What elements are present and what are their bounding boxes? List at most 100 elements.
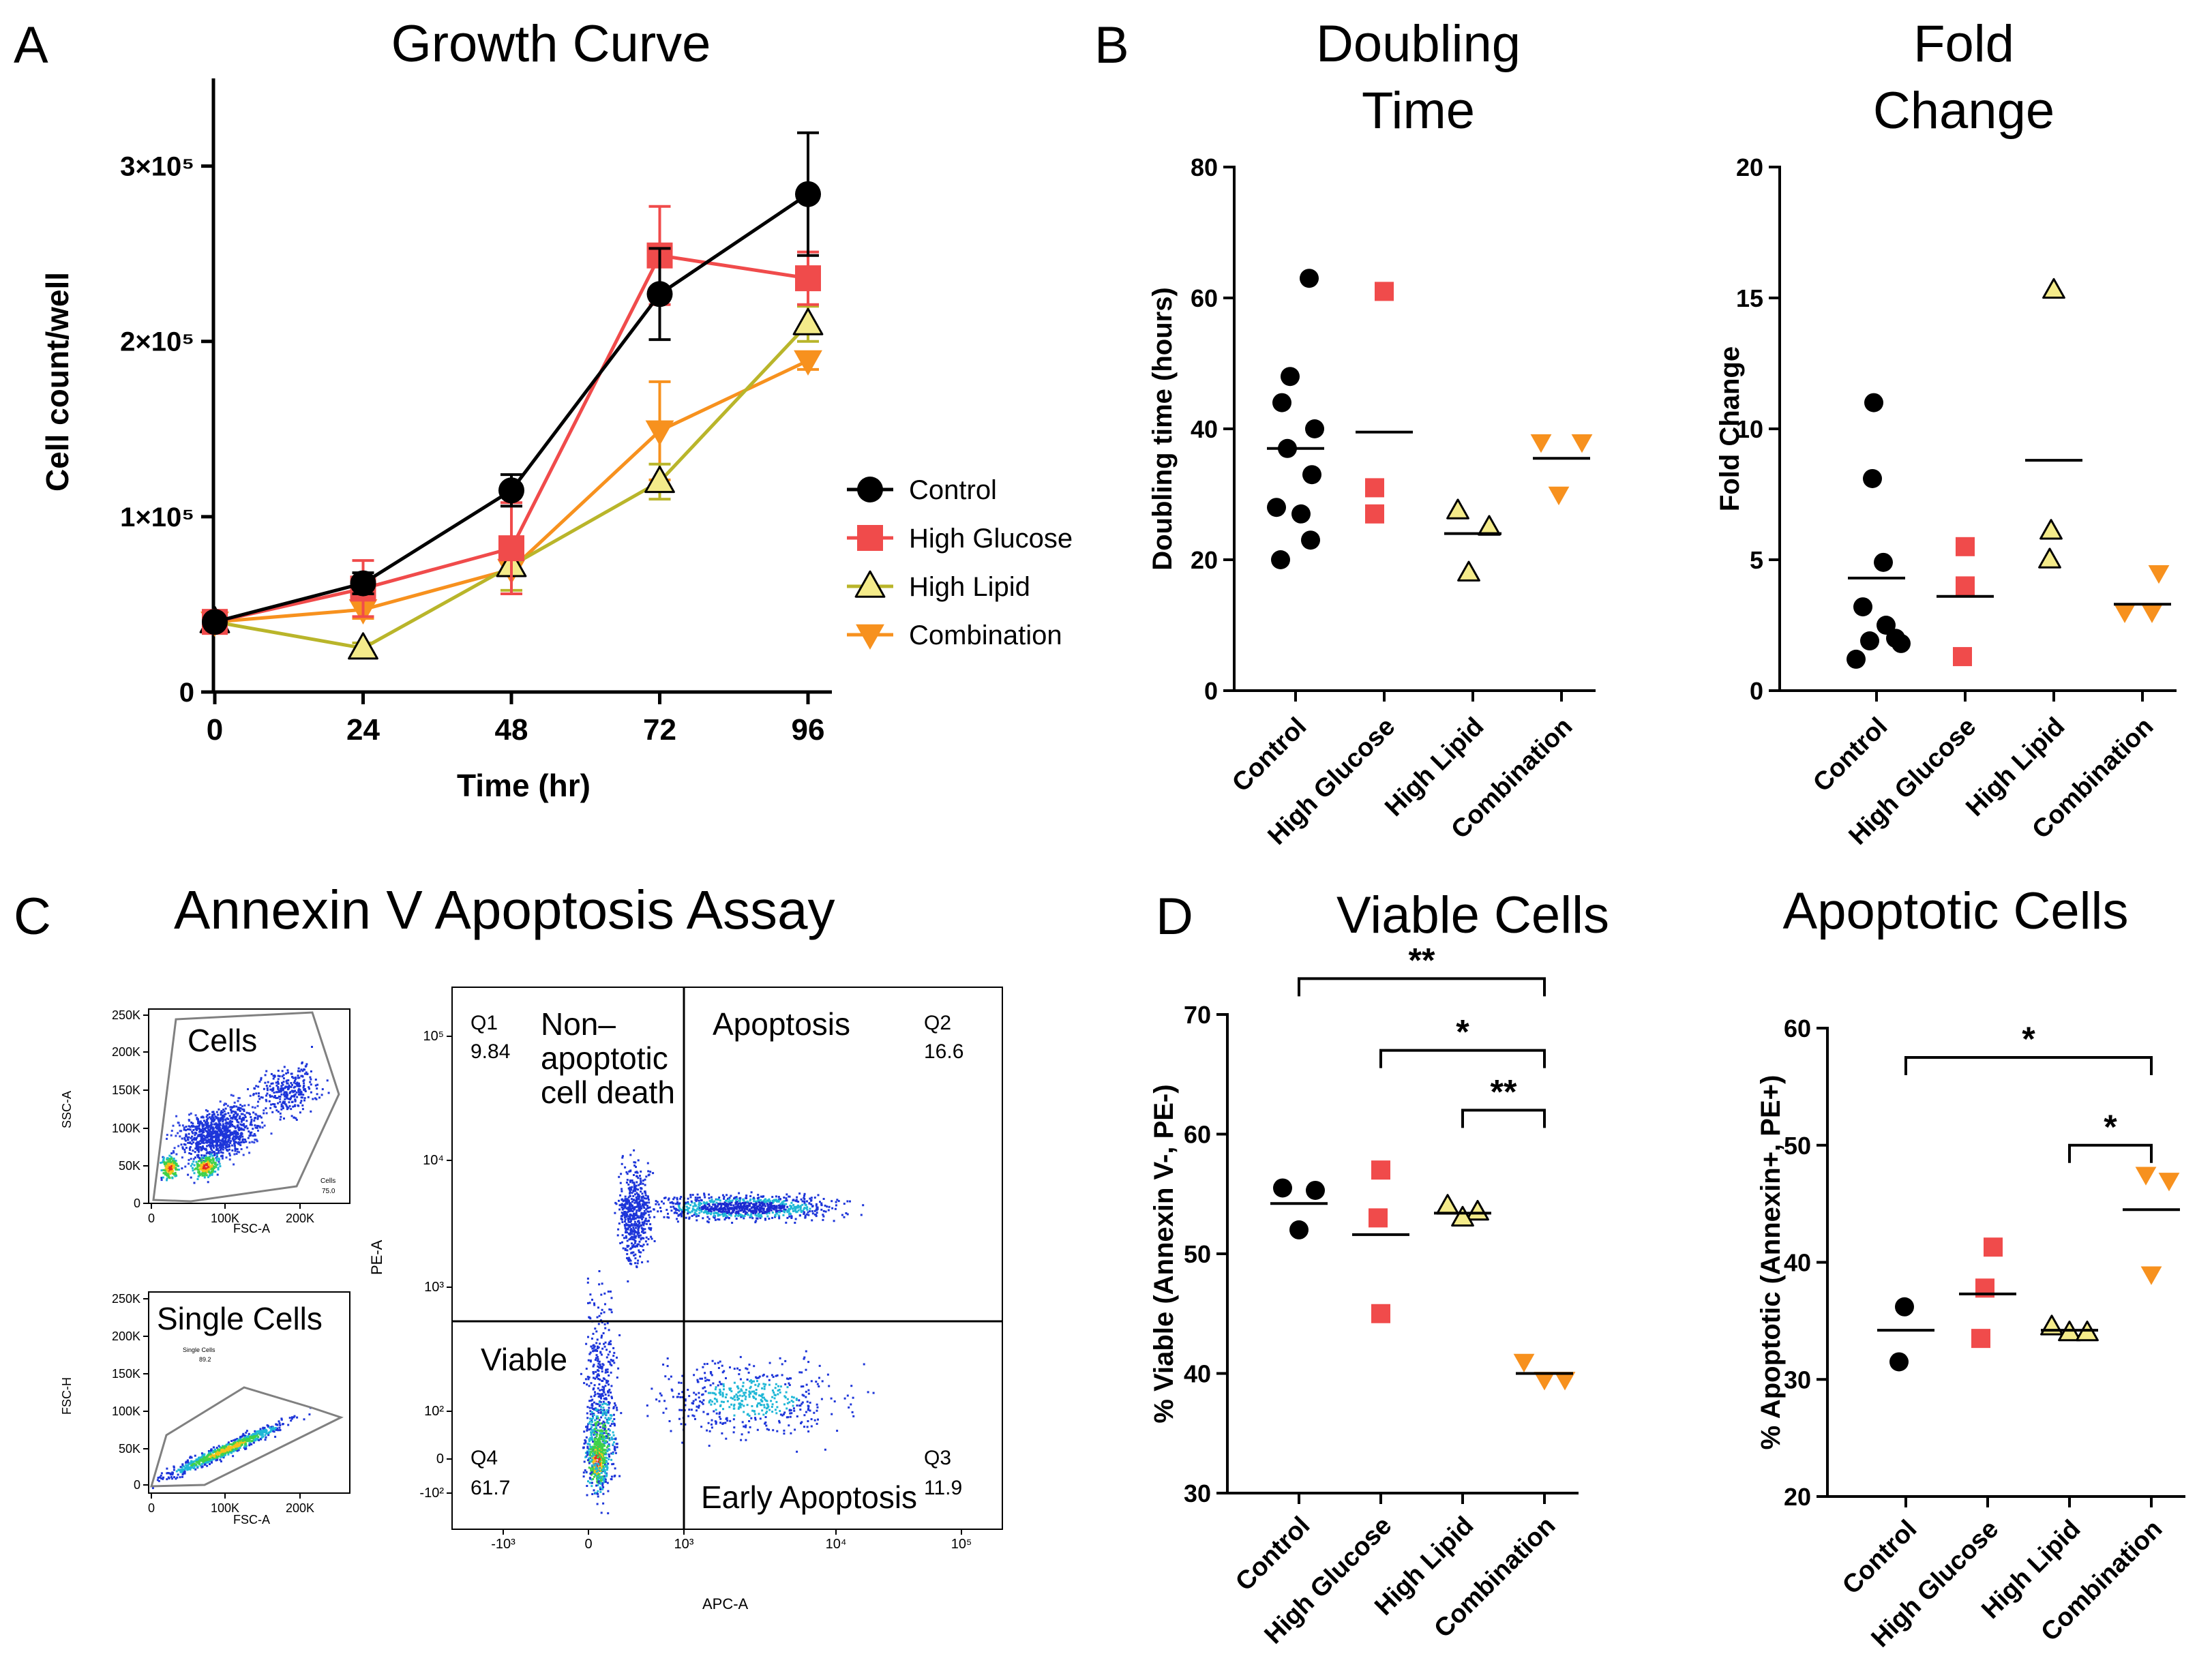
event-dot xyxy=(753,1200,756,1203)
event-dot xyxy=(735,1196,738,1199)
event-dot xyxy=(201,1173,204,1175)
event-dot xyxy=(312,1098,314,1100)
event-dot xyxy=(173,1469,175,1471)
event-dot xyxy=(226,1128,229,1131)
event-dot xyxy=(211,1163,213,1166)
event-dot xyxy=(633,1218,636,1220)
event-dot xyxy=(795,1200,798,1203)
event-dot xyxy=(262,1435,265,1438)
event-dot xyxy=(279,1424,282,1426)
event-dot xyxy=(268,1431,270,1434)
event-dot xyxy=(708,1205,711,1207)
event-dot xyxy=(592,1441,595,1443)
event-dot xyxy=(764,1383,767,1386)
g-fold-group-control xyxy=(1847,393,1911,669)
event-dot xyxy=(190,1112,192,1115)
event-dot xyxy=(679,1396,682,1398)
event-dot xyxy=(722,1383,725,1385)
event-dot xyxy=(719,1383,722,1385)
event-dot xyxy=(736,1211,739,1214)
event-dot xyxy=(199,1460,202,1462)
event-dot xyxy=(708,1209,711,1212)
event-dot xyxy=(629,1224,632,1227)
event-dot xyxy=(670,1430,672,1432)
event-dot xyxy=(231,1120,234,1123)
event-dot xyxy=(227,1141,230,1143)
event-dot xyxy=(766,1202,768,1205)
event-dot xyxy=(768,1198,771,1201)
event-dot xyxy=(593,1408,595,1411)
event-dot xyxy=(185,1464,188,1467)
event-dot xyxy=(671,1201,674,1203)
event-dot xyxy=(691,1402,693,1404)
event-dot xyxy=(762,1200,765,1203)
event-dot xyxy=(278,1426,281,1429)
event-dot xyxy=(733,1207,736,1210)
event-dot xyxy=(752,1205,754,1208)
event-dot xyxy=(200,1166,203,1169)
event-dot xyxy=(763,1199,766,1201)
g-fold-group-high-lipid xyxy=(2025,277,2082,569)
event-dot xyxy=(608,1343,610,1346)
event-dot xyxy=(264,1081,267,1084)
data-point xyxy=(2042,277,2065,299)
event-dot xyxy=(646,1415,649,1417)
event-dot xyxy=(226,1447,229,1450)
event-dot xyxy=(234,1112,237,1115)
event-dot xyxy=(181,1473,184,1476)
event-dot xyxy=(285,1104,288,1107)
event-dot xyxy=(200,1116,203,1119)
event-dot xyxy=(755,1393,758,1396)
event-dot xyxy=(207,1144,210,1147)
event-dot xyxy=(631,1186,633,1188)
event-dot xyxy=(713,1392,716,1395)
event-dot xyxy=(753,1380,756,1383)
event-dot xyxy=(297,1070,299,1072)
event-dot xyxy=(220,1452,223,1454)
event-dot xyxy=(231,1443,233,1446)
event-dot xyxy=(226,1443,229,1446)
event-dot xyxy=(628,1205,631,1208)
event-dot xyxy=(633,1245,636,1248)
event-dot xyxy=(607,1353,610,1356)
event-dot xyxy=(688,1217,691,1220)
data-point xyxy=(1446,498,1469,520)
event-dot xyxy=(676,1209,679,1212)
event-dot xyxy=(629,1207,631,1209)
event-dot xyxy=(290,1095,293,1098)
event-dot xyxy=(651,1237,653,1240)
event-dot xyxy=(631,1218,633,1220)
event-dot xyxy=(724,1422,727,1424)
event-dot xyxy=(200,1458,203,1461)
event-dot xyxy=(272,1074,275,1077)
event-dot xyxy=(242,1119,245,1122)
event-dot xyxy=(597,1306,599,1309)
event-dot xyxy=(271,1428,274,1431)
event-dot xyxy=(794,1218,797,1220)
event-dot xyxy=(297,1077,299,1079)
event-dot xyxy=(612,1451,614,1454)
event-dot xyxy=(263,1112,265,1115)
event-dot xyxy=(233,1116,235,1119)
event-dot xyxy=(779,1413,782,1416)
event-dot xyxy=(245,1431,248,1434)
event-dot xyxy=(211,1123,213,1126)
event-dot xyxy=(790,1201,793,1204)
event-dot xyxy=(160,1179,163,1182)
event-dot xyxy=(281,1082,284,1085)
event-dot xyxy=(211,1149,213,1152)
data-point xyxy=(2135,1167,2157,1186)
event-dot xyxy=(644,1192,647,1194)
event-dot xyxy=(630,1209,632,1212)
event-dot xyxy=(741,1209,744,1212)
event-dot xyxy=(233,1141,236,1143)
event-dot xyxy=(175,1167,177,1169)
event-dot xyxy=(790,1412,793,1415)
event-dot xyxy=(745,1194,748,1197)
event-dot xyxy=(781,1374,783,1377)
event-dot xyxy=(251,1106,254,1109)
event-dot xyxy=(209,1144,211,1147)
event-dot xyxy=(196,1164,199,1167)
event-dot xyxy=(192,1141,195,1144)
event-dot xyxy=(705,1207,708,1210)
